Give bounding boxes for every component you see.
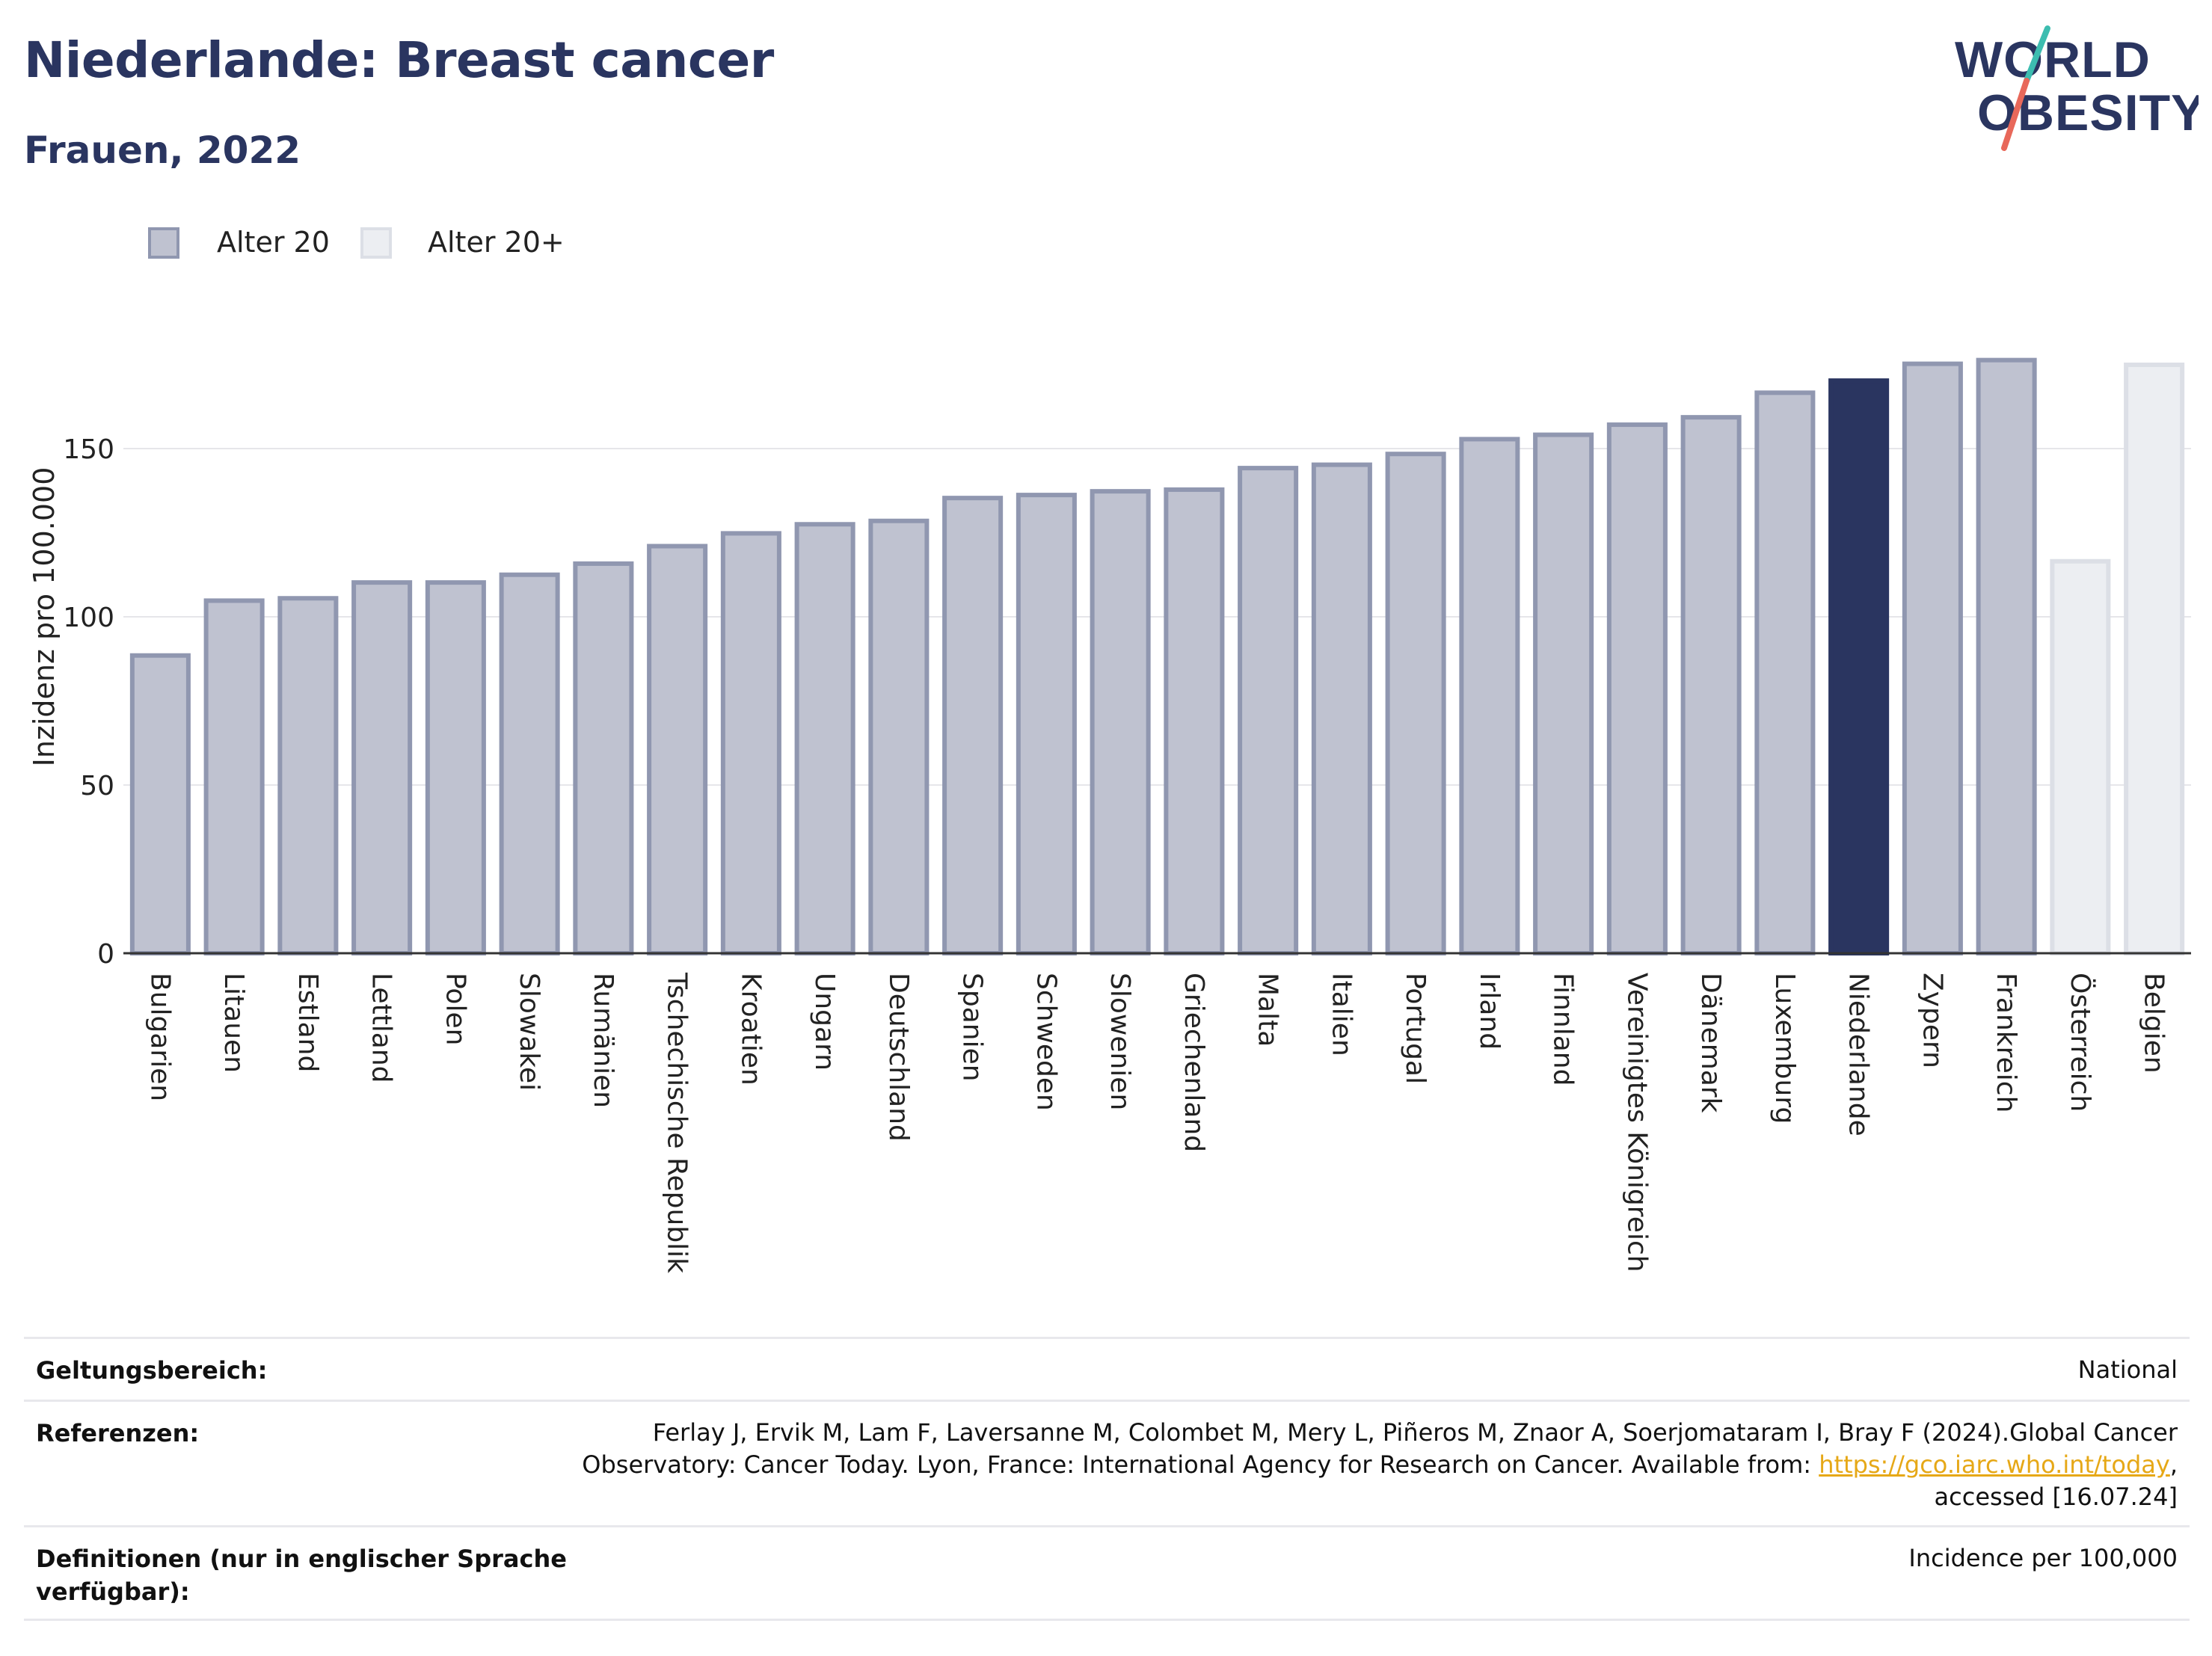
x-tick-label: Zypern: [1917, 973, 1947, 1068]
y-tick-label: 0: [97, 939, 114, 970]
x-tick-label: Litauen: [218, 973, 249, 1073]
bar: [1606, 422, 1668, 956]
bar: [425, 580, 486, 955]
bar: [1459, 437, 1520, 955]
legend-label: Alter 20+: [428, 226, 565, 259]
reference-text: Observatory: Cancer Today. Lyon, France:…: [582, 1450, 1819, 1479]
footer-row-scope: Geltungsbereich: National: [24, 1337, 2190, 1400]
x-tick-label: Österreich: [2065, 973, 2096, 1112]
x-tick-label: Portugal: [1400, 973, 1431, 1084]
reference-link-suffix: ,: [2169, 1450, 2178, 1479]
x-tick-label: Spanien: [957, 973, 988, 1082]
y-tick-label: 100: [63, 603, 114, 633]
bar: [1016, 493, 1077, 956]
legend-swatch: [148, 227, 179, 259]
x-tick-label: Ungarn: [809, 973, 840, 1071]
legend-label: Alter 20: [217, 226, 330, 259]
bar: [573, 561, 634, 955]
x-tick-label: Luxemburg: [1769, 973, 1800, 1124]
logo-slash-teal: [2024, 25, 2050, 84]
x-tick-label: Lettland: [366, 973, 397, 1083]
x-tick-label: Finnland: [1548, 973, 1579, 1086]
footer-value: Ferlay J, Ervik M, Lam F, Laversanne M, …: [582, 1417, 2178, 1513]
bar: [1090, 489, 1151, 955]
reference-line: Ferlay J, Ervik M, Lam F, Laversanne M, …: [652, 1418, 2178, 1447]
footer-row-references: Referenzen: Ferlay J, Ervik M, Lam F, La…: [24, 1400, 2190, 1525]
bar: [203, 598, 265, 955]
footer-label-line: Definitionen (nur in englischer Sprache: [36, 1545, 567, 1573]
y-tick-label: 50: [80, 771, 114, 801]
x-tick-label: Dänemark: [1695, 973, 1726, 1113]
bar: [1680, 415, 1742, 955]
footer-value: Incidence per 100,000: [1908, 1544, 2178, 1572]
bar: [1164, 487, 1225, 955]
bar: [1238, 466, 1299, 956]
x-tick-label: Estland: [292, 973, 323, 1072]
legend-swatch: [360, 227, 392, 259]
x-tick-label: Belgien: [2139, 973, 2169, 1074]
footer-label: Geltungsbereich:: [36, 1356, 268, 1385]
bar: [1533, 432, 1594, 956]
reference-line: Observatory: Cancer Today. Lyon, France:…: [582, 1449, 2178, 1481]
bar: [1385, 452, 1446, 955]
footer-label: Definitionen (nur in englischer Sprache …: [36, 1542, 567, 1608]
bar: [1311, 462, 1372, 956]
x-tick-label: Frankreich: [1991, 973, 2021, 1112]
bar: [720, 531, 781, 955]
footer-label-line: verfügbar):: [36, 1577, 190, 1606]
bar: [794, 522, 855, 955]
x-tick-label: Rumänien: [588, 973, 618, 1108]
world-obesity-logo: WORLD OBESITY: [1955, 25, 2199, 151]
bar: [499, 572, 560, 955]
x-tick-label: Bulgarien: [144, 973, 175, 1101]
bar: [1976, 357, 2037, 955]
x-tick-label: Kroatien: [735, 973, 766, 1086]
x-tick-label: Slowakei: [514, 973, 544, 1091]
x-tick-label: Tschechische Republik: [662, 972, 692, 1273]
reference-line: accessed [16.07.24]: [1934, 1483, 2178, 1511]
bar: [1754, 390, 1816, 956]
metadata-footer: Geltungsbereich: National Referenzen: Fe…: [24, 1337, 2190, 1621]
x-tick-label: Niederlande: [1843, 973, 1874, 1136]
x-tick-label: Italien: [1326, 973, 1357, 1056]
footer-label: Referenzen:: [36, 1419, 200, 1447]
bar: [647, 544, 708, 955]
x-tick-label: Slowenien: [1105, 973, 1135, 1110]
bar: [1902, 361, 1963, 956]
reference-link[interactable]: https://gco.iarc.who.int/today: [1819, 1450, 2170, 1479]
y-tick-label: 150: [63, 434, 114, 465]
bar: [277, 596, 339, 955]
bar: [2124, 362, 2185, 955]
bar: [129, 653, 191, 955]
x-tick-label: Griechenland: [1179, 973, 1209, 1152]
x-tick-label: Schweden: [1030, 973, 1061, 1111]
bar: [2050, 558, 2111, 955]
x-tick-label: Polen: [440, 973, 470, 1045]
x-tick-label: Irland: [1474, 973, 1505, 1050]
x-tick-label: Deutschland: [883, 973, 914, 1142]
page-title: Niederlande: Breast cancer: [24, 31, 774, 89]
footer-row-definitions: Definitionen (nur in englischer Sprache …: [24, 1525, 2190, 1621]
logo-line1: WORLD: [1955, 31, 2151, 88]
logo-slash-coral: [2001, 78, 2030, 151]
bar: [1828, 378, 1890, 956]
y-axis-title: Inzidenz pro 100.000: [28, 467, 61, 767]
bar: [942, 496, 1004, 955]
x-tick-label: Malta: [1253, 973, 1283, 1047]
bar: [868, 518, 930, 955]
bar: [351, 580, 413, 955]
page-subtitle: Frauen, 2022: [24, 129, 301, 172]
x-tick-label: Vereinigtes Königreich: [1621, 973, 1652, 1272]
footer-value: National: [2077, 1355, 2178, 1384]
